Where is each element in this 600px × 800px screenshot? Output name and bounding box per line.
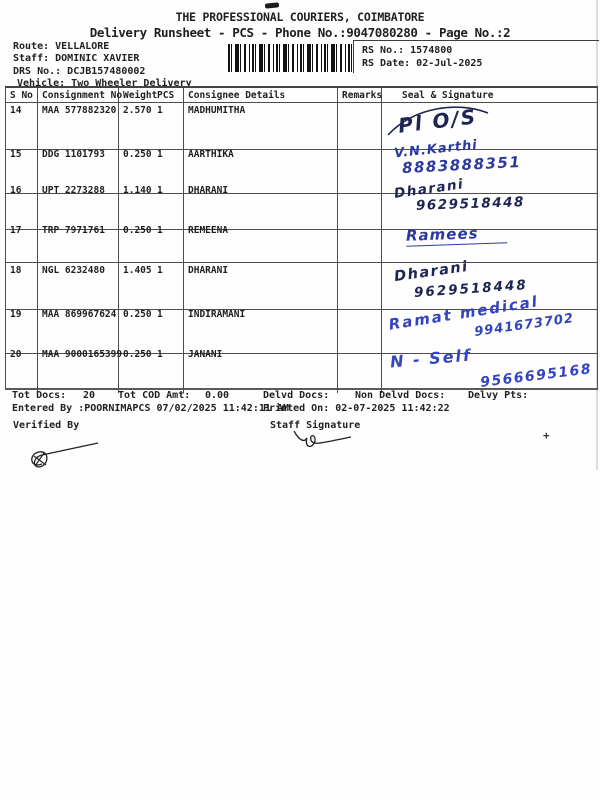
staff-signature-scribble: [293, 430, 352, 448]
rs-no-line: RS No.: 1574800: [362, 45, 453, 56]
cell-pcs: 1: [153, 147, 184, 194]
cell-pcs: 1: [153, 223, 184, 263]
cell-pcs: 1: [153, 263, 184, 310]
cell-weight: 0.250: [119, 223, 153, 263]
cell-consignee: DHARANI: [184, 263, 338, 310]
route-line: Route: VELLALORE: [13, 41, 110, 52]
cell-sno: 18: [6, 263, 38, 310]
cell-sno: 16: [6, 183, 38, 230]
scan-smudge-mark: [264, 2, 280, 9]
cell-pcs: 1: [153, 307, 184, 354]
printed-on-line: Printed On: 02-07-2025 11:42:22: [263, 403, 450, 414]
tot-docs-label: Tot Docs:: [12, 390, 67, 401]
cell-pcs: 1: [153, 183, 184, 230]
table-row: 18 NGL 6232480 1.405 1 DHARANI Dharani 9…: [6, 259, 597, 310]
cell-consignment: NGL 6232480: [38, 263, 119, 310]
rs-date-line: RS Date: 02-Jul-2025: [362, 58, 483, 69]
company-title: THE PROFESSIONAL COURIERS, COIMBATORE: [175, 10, 425, 24]
col-header-pcs: PCS: [153, 88, 184, 103]
runsheet-subtitle: Delivery Runsheet - PCS - Phone No.:9047…: [89, 25, 511, 40]
cell-consignment: UPT 2273288: [38, 183, 119, 230]
table-row: 20 MAA 9000165399 0.250 1 JANANI N - Sel…: [6, 345, 597, 393]
cell-sno: 20: [6, 347, 38, 393]
cell-seal-signature: Pl O/S: [382, 103, 597, 150]
handwritten-phone: 8883888351: [401, 152, 522, 178]
cell-weight: 0.250: [123, 349, 152, 360]
cell-sno: 17: [6, 223, 38, 263]
entered-by-line: Entered By :POORNIMAPCS 07/02/2025 11:42…: [12, 403, 289, 414]
table-header-row: S No Consignment No Weight PCS Consignee…: [6, 88, 597, 103]
col-header-consignee: Consignee Details: [184, 88, 338, 103]
cell-seal-signature: Dharani 9629518448: [382, 259, 597, 310]
table-row: 16 UPT 2273288 1.140 1 DHARANI Dharani 9…: [6, 176, 597, 230]
barcode-icon: [228, 44, 352, 72]
delvy-pts-label: Delvy Pts:: [468, 390, 529, 401]
non-delvd-docs-label: Non Delvd Docs:: [355, 390, 446, 401]
handwritten-phone: 9629518448: [415, 194, 526, 214]
col-header-weight: Weight: [119, 88, 157, 103]
cell-weight: 2.570: [119, 103, 153, 150]
tot-cod-value: 0.00: [205, 390, 230, 401]
consignment-table: S No Consignment No Weight PCS Consignee…: [5, 86, 598, 393]
table-row: 14 MAA 577882320 2.570 1 MADHUMITHA Pl O…: [6, 103, 597, 150]
cell-remarks: [338, 263, 382, 310]
col-header-seal: Seal & Signature: [382, 88, 597, 103]
cell-remarks: [338, 103, 382, 150]
cell-remarks: [338, 183, 382, 230]
table-row: 17 TRP 7971761 0.250 1 REMEENA Ramees: [6, 223, 597, 263]
verified-by-signature-scribble: [31, 442, 99, 468]
staff-signature-label: Staff Signature: [270, 420, 361, 431]
verified-by-label: Verified By: [13, 420, 80, 431]
cell-consignment: TRP 7971761: [38, 223, 119, 263]
table-row: 15 DDG 1101793 0.250 1 AARTHIKA V.N.Kart…: [6, 138, 597, 194]
cell-pcs: 1: [153, 347, 184, 393]
cell-sno: 14: [6, 103, 38, 150]
cell-seal-signature: V.N.Karthi 8883888351: [382, 138, 597, 194]
staff-line: Staff: DOMINIC XAVIER: [13, 53, 140, 64]
cell-consignee: REMEENA: [184, 223, 338, 263]
cell-weight: 0.250: [119, 147, 153, 194]
cell-consignment: MAA 869967624: [38, 307, 119, 354]
cell-weight: 1.405: [119, 263, 153, 310]
table-row: 19 MAA 869967624 0.250 1 INDIRAMANI Rama…: [6, 292, 597, 354]
cell-seal-signature: N - Self 9566695168: [382, 345, 597, 393]
delvd-docs-label: Delvd Docs:: [263, 390, 330, 401]
scan-plus-mark: +: [543, 429, 550, 442]
cell-consignee: INDIRAMANI: [184, 307, 338, 354]
col-header-remarks: Remarks: [338, 88, 382, 103]
drs-no-line: DRS No.: DCJB157480002: [13, 66, 146, 77]
tot-cod-label: Tot COD Amt:: [118, 390, 191, 401]
handwritten-signature: Ramees: [406, 224, 507, 247]
cell-sno: 19: [6, 307, 38, 354]
cell-pcs: 1: [153, 103, 184, 150]
cell-seal-signature: Dharani 9629518448: [382, 176, 597, 230]
rs-info-box: RS No.: 1574800 RS Date: 02-Jul-2025: [353, 40, 599, 73]
cell-sno: 15: [6, 147, 38, 194]
col-header-consignment: Consignment No: [38, 88, 122, 103]
cell-consignment: MAA 9000165399: [38, 347, 122, 393]
vehicle-line: Vehicle: Two Wheeler Delivery: [17, 78, 192, 89]
cell-consignee: AARTHIKA: [184, 147, 338, 194]
tot-docs-value: 20: [83, 390, 96, 401]
cell-remarks: [338, 223, 382, 263]
cell-consignee: MADHUMITHA: [184, 103, 338, 150]
cell-remarks: [338, 347, 382, 393]
cell-weight: 1.140: [119, 183, 153, 230]
cell-seal-signature: Ramat medical 9941673702: [382, 292, 597, 354]
cell-consignee: DHARANI: [184, 183, 338, 230]
handwritten-name: N - Self: [389, 345, 473, 372]
cell-remarks: [338, 307, 382, 354]
cell-consignee: JANANI: [184, 347, 338, 393]
signature-flourish-stroke: [387, 106, 489, 136]
cell-weight: 0.250: [119, 307, 153, 354]
cell-remarks: [338, 147, 382, 194]
cell-seal-signature: Ramees: [382, 223, 597, 263]
col-header-sno: S No: [6, 88, 38, 103]
cell-consignment: DDG 1101793: [38, 147, 119, 194]
handwritten-phone: 9566695168: [479, 361, 593, 391]
cell-consignment: MAA 577882320: [38, 103, 119, 150]
